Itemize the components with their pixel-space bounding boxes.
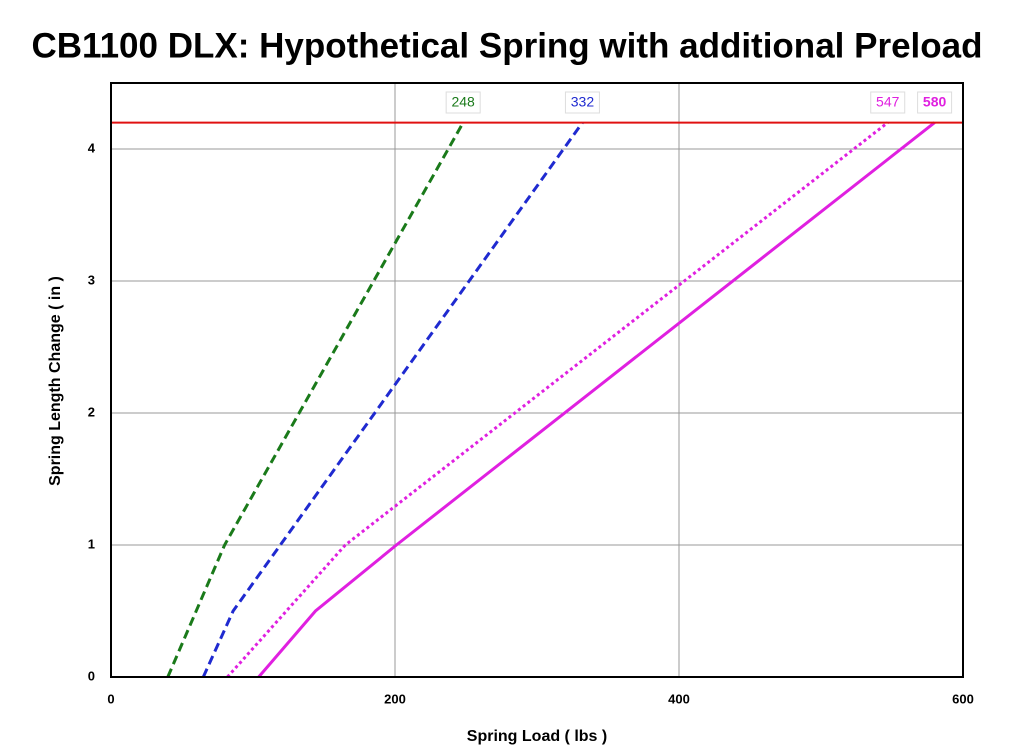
label-box <box>564 91 600 114</box>
chart-title: CB1100 DLX: Hypothetical Spring with add… <box>32 26 983 65</box>
y-tick-label: 0 <box>88 668 95 683</box>
x-axis-label: Spring Load ( lbs ) <box>467 728 607 745</box>
end-label: 248 <box>451 94 475 110</box>
label-box <box>870 91 906 114</box>
y-tick-label: 3 <box>88 272 95 287</box>
series-line <box>201 121 584 678</box>
y-tick-label: 4 <box>88 140 96 155</box>
x-tick-label: 0 <box>107 691 114 706</box>
y-tick-label: 2 <box>88 404 95 419</box>
x-tick-label: 600 <box>952 691 974 706</box>
end-label: 547 <box>876 94 900 110</box>
y-tick-label: 1 <box>88 536 95 551</box>
end-label: 580 <box>923 94 947 110</box>
plot-border <box>110 82 964 678</box>
x-tick-label: 200 <box>384 691 406 706</box>
series-line <box>166 121 465 678</box>
series-line <box>226 121 889 678</box>
y-axis-label: Spring Length Change ( in ) <box>47 276 64 486</box>
x-tick-label: 400 <box>668 691 690 706</box>
label-box <box>445 91 481 114</box>
end-label: 332 <box>571 94 595 110</box>
series-line <box>257 121 936 678</box>
label-box <box>917 91 953 114</box>
